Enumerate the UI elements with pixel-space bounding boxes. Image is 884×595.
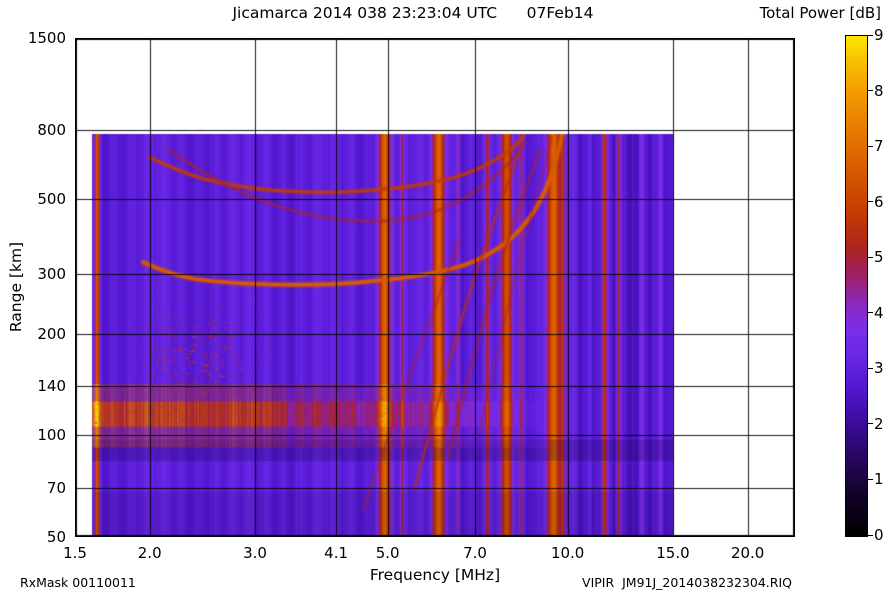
- x-tick-label: 10.0: [550, 544, 585, 562]
- colorbar-tick-label: 70: [874, 137, 884, 156]
- y-tick-label: 50: [46, 528, 66, 546]
- colorbar-tick-mark: [868, 367, 873, 369]
- colorbar-tick-label: 30: [874, 359, 884, 378]
- colorbar-tick-mark: [868, 312, 873, 314]
- x-tick-label: 20.0: [730, 544, 765, 562]
- colorbar-tick-mark: [868, 478, 873, 480]
- x-tick-label: 3.0: [243, 544, 267, 562]
- y-tick-label: 500: [37, 190, 66, 209]
- colorbar-label: Total Power [dB]: [759, 4, 881, 22]
- x-tick-label: 4.1: [324, 544, 349, 562]
- colorbar-tick-mark: [868, 145, 873, 147]
- colorbar-tick-mark: [868, 256, 873, 258]
- x-tick-label: 15.0: [656, 544, 690, 562]
- y-tick-label: 70: [46, 478, 66, 497]
- x-tick-label: 5.0: [375, 544, 400, 562]
- y-tick-label: 800: [37, 121, 66, 140]
- colorbar-tick-label: 80: [874, 81, 884, 100]
- y-tick-label: 140: [37, 376, 66, 395]
- colorbar-tick-label: 50: [874, 248, 884, 267]
- colorbar-tick-label: 10: [874, 470, 884, 489]
- colorbar-tick-mark: [868, 423, 873, 425]
- colorbar-tick-mark: [868, 90, 873, 92]
- colorbar-tick-mark: [868, 34, 873, 36]
- y-tick-label: 1500: [27, 29, 66, 47]
- heatmap-plot: [75, 38, 795, 537]
- colorbar-tick-mark: [868, 201, 873, 203]
- colorbar-tick-label: 40: [874, 303, 884, 322]
- x-tick-label: 7.0: [463, 544, 487, 562]
- colorbar-tick-label: 60: [874, 192, 884, 211]
- colorbar: [845, 35, 868, 537]
- file-label: VIPIR JM91J_2014038232304.RIQ: [582, 575, 792, 590]
- y-tick-label: 300: [37, 265, 66, 284]
- x-tick-label: 1.5: [63, 544, 87, 562]
- colorbar-tick-label: 20: [874, 414, 884, 433]
- colorbar-tick-mark: [868, 534, 873, 536]
- x-tick-label: 2.0: [137, 544, 162, 562]
- y-tick-label: 100: [37, 426, 66, 445]
- rxmask-label: RxMask 00110011: [20, 575, 136, 590]
- y-tick-label: 200: [37, 324, 66, 343]
- x-axis-label: Frequency [MHz]: [369, 566, 501, 584]
- colorbar-tick-label: 90: [874, 26, 884, 44]
- chart-title: Jicamarca 2014 038 23:23:04 UTC 07Feb14: [232, 4, 594, 22]
- colorbar-tick-label: 0: [874, 526, 884, 544]
